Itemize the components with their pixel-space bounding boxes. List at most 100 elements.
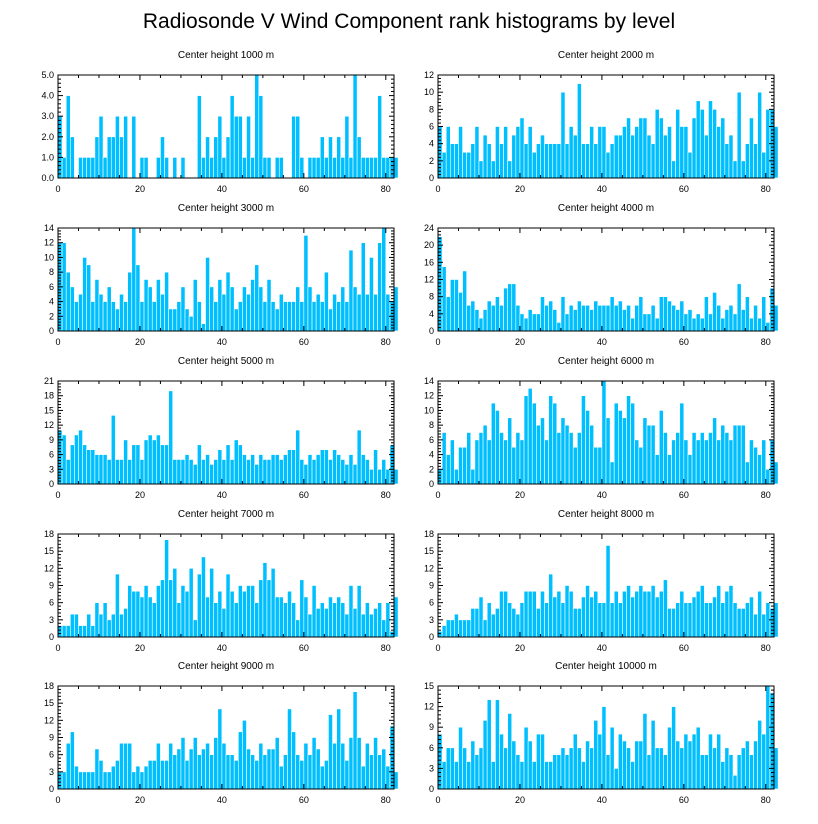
y-tick-label: 6 [429,435,434,445]
x-tick-label: 80 [381,337,391,347]
bar [704,754,709,790]
bar [663,754,668,790]
x-tick-label: 0 [435,643,440,653]
bar [478,747,484,790]
y-tick-label: 12 [424,563,434,573]
y-tick-label: 15 [44,405,54,415]
y-tick-label: 15 [424,681,434,691]
y-tick-label: 18 [44,391,54,401]
x-tick-label: 80 [761,337,771,347]
bar [617,733,623,790]
bar [687,740,693,790]
x-tick-label: 60 [679,337,689,347]
x-tick-label: 40 [597,643,607,653]
x-tick-label: 60 [679,795,689,805]
x-tick-label: 0 [55,795,60,805]
y-tick-label: 9 [49,581,54,591]
panel-title: Center height 2000 m [558,50,654,61]
y-tick-label: 12 [424,70,434,80]
bar [740,747,746,790]
y-tick-label: 6 [429,122,434,132]
y-tick-label: 2.0 [41,132,54,142]
bar [622,740,627,790]
x-tick-label: 40 [217,337,227,347]
bar [736,754,742,790]
panel-title: Center height 10000 m [555,661,657,672]
x-tick-label: 0 [55,490,60,500]
x-tick-label: 40 [217,490,227,500]
bar [466,761,472,790]
x-tick-label: 80 [381,184,391,194]
panel-title: Center height 9000 m [178,661,274,672]
bar [695,726,701,790]
plot-frame [57,380,395,485]
y-tick-label: 14 [44,223,54,233]
bar [609,726,615,790]
x-tick-label: 40 [597,184,607,194]
y-tick-label: 14 [424,376,434,386]
plot-frame [57,74,395,179]
bar [675,740,681,790]
bar [445,747,451,790]
bar [634,740,640,790]
bar [548,761,554,790]
y-tick-label: 3 [49,767,54,777]
bar [531,761,537,790]
x-tick-label: 20 [135,795,145,805]
panel-title: Center height 1000 m [178,50,274,61]
plot-frame [437,380,775,485]
figure-title: Radiosonde V Wind Component rank histogr… [142,10,676,33]
x-tick-label: 20 [135,643,145,653]
x-tick-label: 80 [761,795,771,805]
panel-title: Center height 3000 m [178,203,274,214]
bar [490,761,496,790]
bar [552,754,558,790]
y-tick-label: 15 [44,546,54,556]
x-tick-label: 80 [761,643,771,653]
y-tick-label: 3 [49,464,54,474]
bar [585,740,590,790]
y-tick-label: 6 [429,743,434,753]
y-tick-label: 8 [429,104,434,114]
x-tick-label: 0 [435,184,440,194]
bar [699,754,705,790]
bar [720,761,726,790]
bar [581,761,586,790]
x-tick-label: 0 [55,184,60,194]
panel-title: Center height 6000 m [558,356,654,367]
bar [556,754,562,790]
y-tick-label: 21 [44,376,54,386]
y-tick-label: 24 [424,223,434,233]
y-tick-label: 6 [429,598,434,608]
x-tick-label: 20 [135,337,145,347]
y-tick-label: 0 [49,784,54,794]
bar [503,747,508,790]
x-tick-label: 60 [299,184,309,194]
x-tick-label: 60 [299,337,309,347]
bar [745,740,750,790]
y-tick-label: 0 [49,479,54,489]
x-tick-label: 40 [597,795,607,805]
y-tick-label: 9 [49,733,54,743]
y-tick-label: 16 [424,257,434,267]
bar [757,720,763,790]
bar [708,733,713,790]
plot-frame [437,685,775,790]
panel-title: Center height 5000 m [178,356,274,367]
y-tick-label: 8 [429,420,434,430]
x-tick-label: 80 [381,490,391,500]
y-tick-label: 12 [44,420,54,430]
bar [560,747,566,790]
bar [470,740,476,790]
bar [495,699,500,790]
y-tick-label: 18 [44,681,54,691]
y-tick-label: 3 [49,615,54,625]
bar [527,740,533,790]
x-tick-label: 80 [761,490,771,500]
bar [761,733,767,790]
